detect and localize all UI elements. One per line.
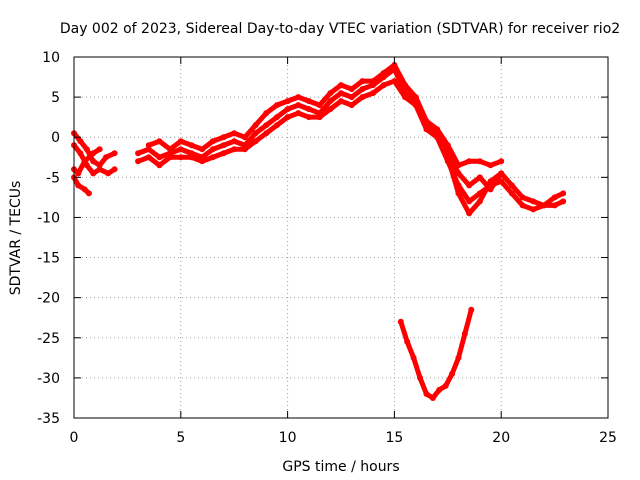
data-point [498,158,505,165]
data-segment [445,154,461,196]
series-0 [71,130,118,169]
y-tick-label: -15 [37,251,60,267]
data-segment [391,78,408,100]
data-segment [434,126,451,148]
data-segment [445,142,461,168]
x-tick-label: 15 [385,430,403,446]
data-segment [398,319,410,345]
y-tick-label: -5 [46,170,60,186]
x-axis-title: GPS time / hours [282,459,399,475]
y-tick-label: -30 [37,371,60,387]
x-tick-label: 5 [176,430,185,446]
data-segment [455,182,472,204]
data-point [468,306,475,313]
y-tick-label: -25 [37,331,60,347]
plot-frame [73,56,609,419]
data-segment [391,62,408,88]
data-point [111,166,118,173]
data-segment [455,331,468,361]
data-point [85,190,92,197]
series-8 [397,306,475,401]
y-tick-label: -35 [37,411,60,427]
y-tick-label: 0 [51,130,60,146]
x-tick-label: 0 [70,430,79,446]
y-tick-label: 10 [42,50,60,66]
data-point [560,198,567,205]
y-tick-label: -10 [37,210,60,226]
series-3 [71,146,103,177]
data-segment [455,190,472,216]
x-tick-label: 10 [279,430,297,446]
data-segment [413,94,429,124]
chart-title: Day 002 of 2023, Sidereal Day-to-day VTE… [60,21,620,37]
data-point [498,170,505,177]
series-6 [145,62,505,169]
data-segment [411,355,423,381]
data-point [96,146,103,153]
y-tick-label: 5 [51,90,60,106]
data-segment [413,102,429,132]
y-axis-title: SDTVAR / TECUs [8,181,24,296]
y-axis: 10 5 0 -5 -10 -15 -20 -25 -30 -35 [37,50,608,427]
data-segment [462,307,474,337]
grid [74,57,608,418]
data-point [560,190,567,197]
series-7 [444,154,505,217]
data-segment [477,178,494,204]
x-tick-label: 25 [599,430,617,446]
x-axis: 0 5 10 15 20 25 [70,57,617,446]
x-tick-label: 20 [492,430,510,446]
data-point [111,150,118,157]
plot-area [71,62,567,401]
y-tick-label: -20 [37,291,60,307]
